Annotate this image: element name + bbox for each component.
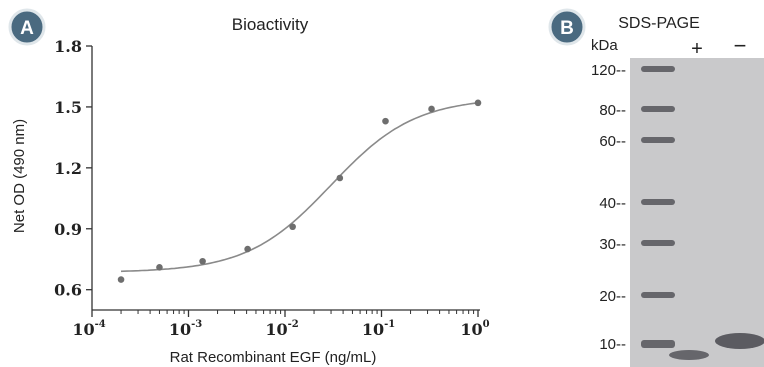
x-tick-base: 10	[169, 320, 191, 339]
data-point	[117, 276, 125, 283]
marker-label: 80--	[599, 102, 626, 119]
panel-a-chart: A Bioactivity Net OD (490 nm) Rat Recomb…	[8, 8, 490, 366]
data-point	[156, 264, 163, 271]
lane-minus-label: −	[734, 33, 747, 58]
lane-plus-label: +	[691, 38, 703, 60]
ladder-band	[641, 340, 675, 348]
y-tick-label: 0.9	[54, 220, 82, 239]
fit-curve	[120, 102, 479, 273]
ladder-band	[641, 137, 675, 143]
x-ticks: 10-4 10-3 10-2 10-1 100	[72, 310, 490, 339]
x-tick-exponent: 0	[483, 319, 490, 330]
ladder-band	[641, 292, 675, 298]
data-point	[289, 223, 296, 231]
x-tick-base: 10	[460, 320, 482, 339]
y-tick-label: 1.8	[54, 37, 82, 56]
y-axis-label: Net OD (490 nm)	[11, 119, 28, 233]
badge-a-circle	[8, 8, 46, 46]
marker-label: 120--	[591, 62, 626, 79]
ladder-band	[641, 199, 675, 205]
y-tick-label: 0.6	[54, 281, 82, 300]
marker-label: 30--	[599, 236, 626, 253]
ladder-band	[641, 240, 675, 246]
data-point	[199, 257, 206, 265]
x-tick-exponent: -4	[95, 319, 106, 330]
band-reduced	[669, 350, 709, 360]
y-tick-label: 1.2	[54, 159, 82, 178]
marker-label: 40--	[599, 195, 626, 212]
marker-label: 10--	[599, 336, 626, 353]
x-tick-base: 10	[362, 320, 384, 339]
data-points	[117, 99, 482, 283]
chart-title: Bioactivity	[232, 15, 309, 34]
x-tick-base: 10	[72, 320, 94, 339]
gel-background	[630, 58, 764, 367]
data-point	[382, 117, 389, 125]
x-tick-exponent: -1	[384, 319, 395, 330]
data-point	[428, 105, 435, 113]
ladder-band	[641, 66, 675, 72]
x-tick-exponent: -2	[288, 319, 299, 330]
data-point	[244, 245, 251, 253]
kda-unit-label: kDa	[591, 37, 618, 54]
y-tick-label: 1.5	[54, 98, 82, 117]
band-nonreduced	[715, 333, 764, 349]
marker-label: 20--	[599, 288, 626, 305]
x-tick-label: 10-1	[362, 319, 395, 339]
x-tick-base: 10	[265, 320, 287, 339]
x-tick-label: 10-2	[265, 319, 298, 339]
x-tick-exponent: -3	[191, 319, 202, 330]
x-tick-label: 100	[460, 319, 489, 339]
gel-title: SDS-PAGE	[618, 15, 700, 32]
marker-label: 60--	[599, 133, 626, 150]
marker-labels: 120-- 80-- 60-- 40-- 30-- 20-- 10--	[591, 62, 626, 353]
y-ticks: 0.6 0.9 1.2 1.5 1.8	[54, 37, 92, 300]
data-point	[474, 99, 482, 107]
badge-b-circle	[548, 8, 586, 46]
data-point	[336, 174, 344, 182]
badge-a-label: A	[20, 18, 34, 39]
x-axis-label: Rat Recombinant EGF (ng/mL)	[170, 349, 377, 366]
ladder-band	[641, 106, 675, 112]
x-tick-label: 10-4	[72, 319, 105, 339]
x-tick-label: 10-3	[169, 319, 202, 339]
ladder-lane	[641, 66, 675, 348]
badge-b-label: B	[560, 18, 574, 39]
panel-b-gel: B SDS-PAGE kDa + − 120-- 80-- 60-- 40-- 30--…	[548, 8, 764, 367]
